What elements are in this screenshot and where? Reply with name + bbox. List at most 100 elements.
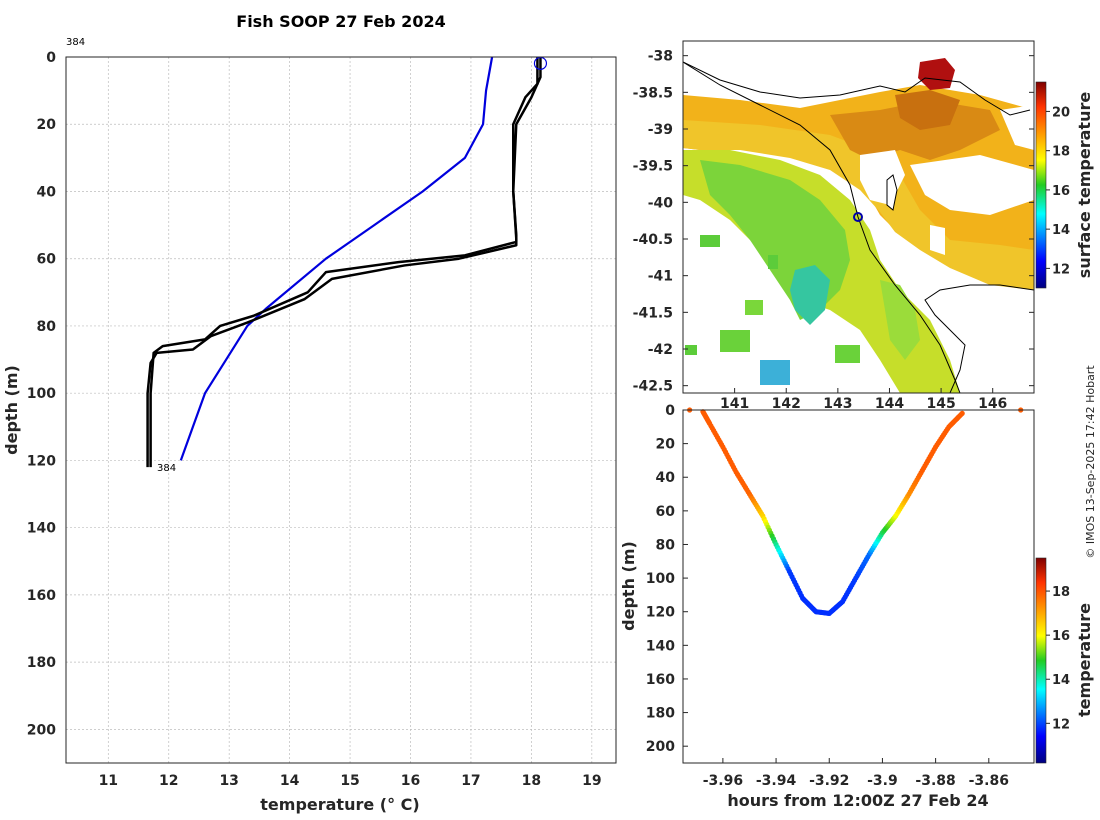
map-x-tick-label: 142: [772, 396, 801, 412]
map-y-tick-label: -40: [648, 195, 674, 211]
y-tick-label: 40: [37, 184, 57, 200]
depth-point: [959, 410, 965, 416]
y-tick-label: 0: [46, 50, 56, 66]
profile-grid: [66, 56, 616, 763]
sst-colorbar-tick-label: 18: [1052, 145, 1070, 160]
profile-frame: [65, 56, 617, 764]
y-tick-label: 200: [646, 739, 675, 755]
ship-track: [683, 61, 961, 393]
coastline-mainland: [683, 61, 1031, 116]
x-tick-label: 14: [280, 773, 300, 789]
depth-time-points: [687, 407, 1024, 616]
map-x-tick-label: 145: [926, 396, 955, 412]
sst-hot-core: [895, 90, 960, 130]
map-y-tick-label: -42: [648, 342, 673, 358]
x-tick-label: 12: [159, 773, 178, 789]
temperature-colorbar-label: temperature: [1075, 603, 1094, 717]
temperature-colorbar-tick-label: 16: [1052, 629, 1070, 644]
sst-colorbar-ticks: 12 14 16 18 20: [1046, 105, 1070, 277]
sst-colorbar-tick-label: 12: [1052, 262, 1070, 277]
x-tick-label: 13: [219, 773, 238, 789]
map-ticks: -38 -38.5 -39 -39.5 -40 -40.5 -41 -41.5 -42 -42.5…: [633, 49, 1034, 412]
sst-pixel-cluster: [685, 345, 697, 355]
y-tick-label: 20: [656, 437, 676, 453]
y-tick-label: 80: [37, 319, 57, 335]
profile-ylabel: depth (m): [2, 365, 21, 455]
y-tick-label: 0: [665, 403, 675, 419]
sst-colorbar: [1035, 81, 1047, 289]
y-tick-label: 200: [27, 722, 56, 738]
sst-pixel-cluster: [760, 360, 790, 385]
map-y-tick-label: -39.5: [633, 159, 673, 175]
y-tick-label: 160: [646, 672, 675, 688]
temperature-colorbar-tick-label: 12: [1052, 717, 1070, 732]
sst-pixel-cluster: [720, 330, 750, 352]
y-tick-label: 80: [656, 537, 676, 553]
profile-panel: Fish SOOP 27 Feb 2024 11 12 13 14 15 16 17 18 19…: [2, 12, 617, 814]
y-tick-label: 60: [656, 504, 676, 520]
depth-time-frame: [682, 409, 1035, 764]
y-tick-label: 20: [37, 117, 57, 133]
x-tick-label: -3.9: [867, 773, 898, 789]
sst-bay-patch: [918, 58, 955, 90]
track-position-marker: [853, 212, 863, 222]
map-x-tick-label: 146: [978, 396, 1007, 412]
sst-pixel-cluster: [768, 255, 778, 269]
map-land-victoria: [683, 41, 1034, 104]
series-descent: [149, 57, 539, 468]
map-y-tick-label: -39: [648, 122, 673, 138]
sst-pixel-cluster: [745, 300, 763, 315]
profile-label-bottom: 384: [157, 463, 176, 474]
depth-time-panel: -3.96 -3.94 -3.92 -3.9 -3.88 -3.86 0 20 40 60 80 10…: [619, 403, 1094, 810]
king-island: [886, 174, 898, 211]
profile-title: Fish SOOP 27 Feb 2024: [236, 12, 445, 31]
y-tick-label: 180: [646, 706, 675, 722]
x-tick-label: -3.88: [915, 773, 955, 789]
depth-time-ylabel: depth (m): [619, 541, 638, 631]
x-tick-label: 17: [461, 773, 480, 789]
sst-field: [683, 41, 1034, 393]
temperature-colorbar: [1035, 557, 1047, 764]
profile-xlabel: temperature (° C): [260, 795, 419, 814]
x-tick-label: -3.92: [809, 773, 849, 789]
series-ascent: [146, 57, 542, 468]
x-tick-label: 16: [401, 773, 420, 789]
x-tick-label: -3.86: [969, 773, 1009, 789]
sst-pixel-cluster: [835, 345, 860, 363]
y-tick-label: 120: [27, 453, 56, 469]
profile-series: [146, 56, 548, 468]
map-no-data: [910, 155, 1034, 215]
x-tick-label: 18: [522, 773, 541, 789]
y-tick-label: 100: [646, 571, 675, 587]
y-tick-label: 160: [27, 588, 56, 604]
x-tick-label: 15: [340, 773, 359, 789]
profile-ticks: 11 12 13 14 15 16 17 18 19 0 20 40 60 80 100 120 140 160 1…: [27, 50, 602, 789]
x-tick-label: 11: [99, 773, 118, 789]
depth-time-ticks: -3.96 -3.94 -3.92 -3.9 -3.88 -3.86 0 20 40 60 80 10…: [646, 403, 1009, 789]
series-climatology: [179, 56, 494, 461]
sst-east-green: [880, 280, 920, 360]
depth-time-xlabel: hours from 12:00Z 27 Feb 24: [727, 791, 988, 810]
y-tick-label: 120: [646, 605, 675, 621]
map-y-tick-label: -38.5: [633, 85, 673, 101]
sst-colorbar-tick-label: 16: [1052, 184, 1070, 199]
y-tick-label: 140: [646, 638, 675, 654]
y-tick-label: 180: [27, 655, 56, 671]
map-x-tick-label: 143: [823, 396, 852, 412]
sst-pixel-cluster: [700, 235, 720, 247]
sst-map-panel: -38 -38.5 -39 -39.5 -40 -40.5 -41 -41.5 -42 -42.5…: [633, 40, 1094, 412]
map-y-tick-label: -40.5: [633, 232, 673, 248]
x-tick-label: 19: [582, 773, 601, 789]
map-y-tick-label: -41.5: [633, 305, 673, 321]
credit-text: © IMOS 13-Sep-2025 17:42 Hobart: [1084, 365, 1097, 559]
temperature-colorbar-tick-label: 14: [1052, 673, 1070, 688]
temperature-colorbar-tick-label: 18: [1052, 585, 1070, 600]
profile-label-top: 384: [66, 37, 85, 48]
sst-colorbar-tick-label: 14: [1052, 223, 1070, 238]
sst-cyan-patch: [790, 265, 830, 325]
y-tick-label: 60: [37, 252, 57, 268]
map-frame: [682, 40, 1035, 394]
map-y-tick-label: -38: [648, 49, 673, 65]
map-no-data: [1000, 105, 1034, 150]
